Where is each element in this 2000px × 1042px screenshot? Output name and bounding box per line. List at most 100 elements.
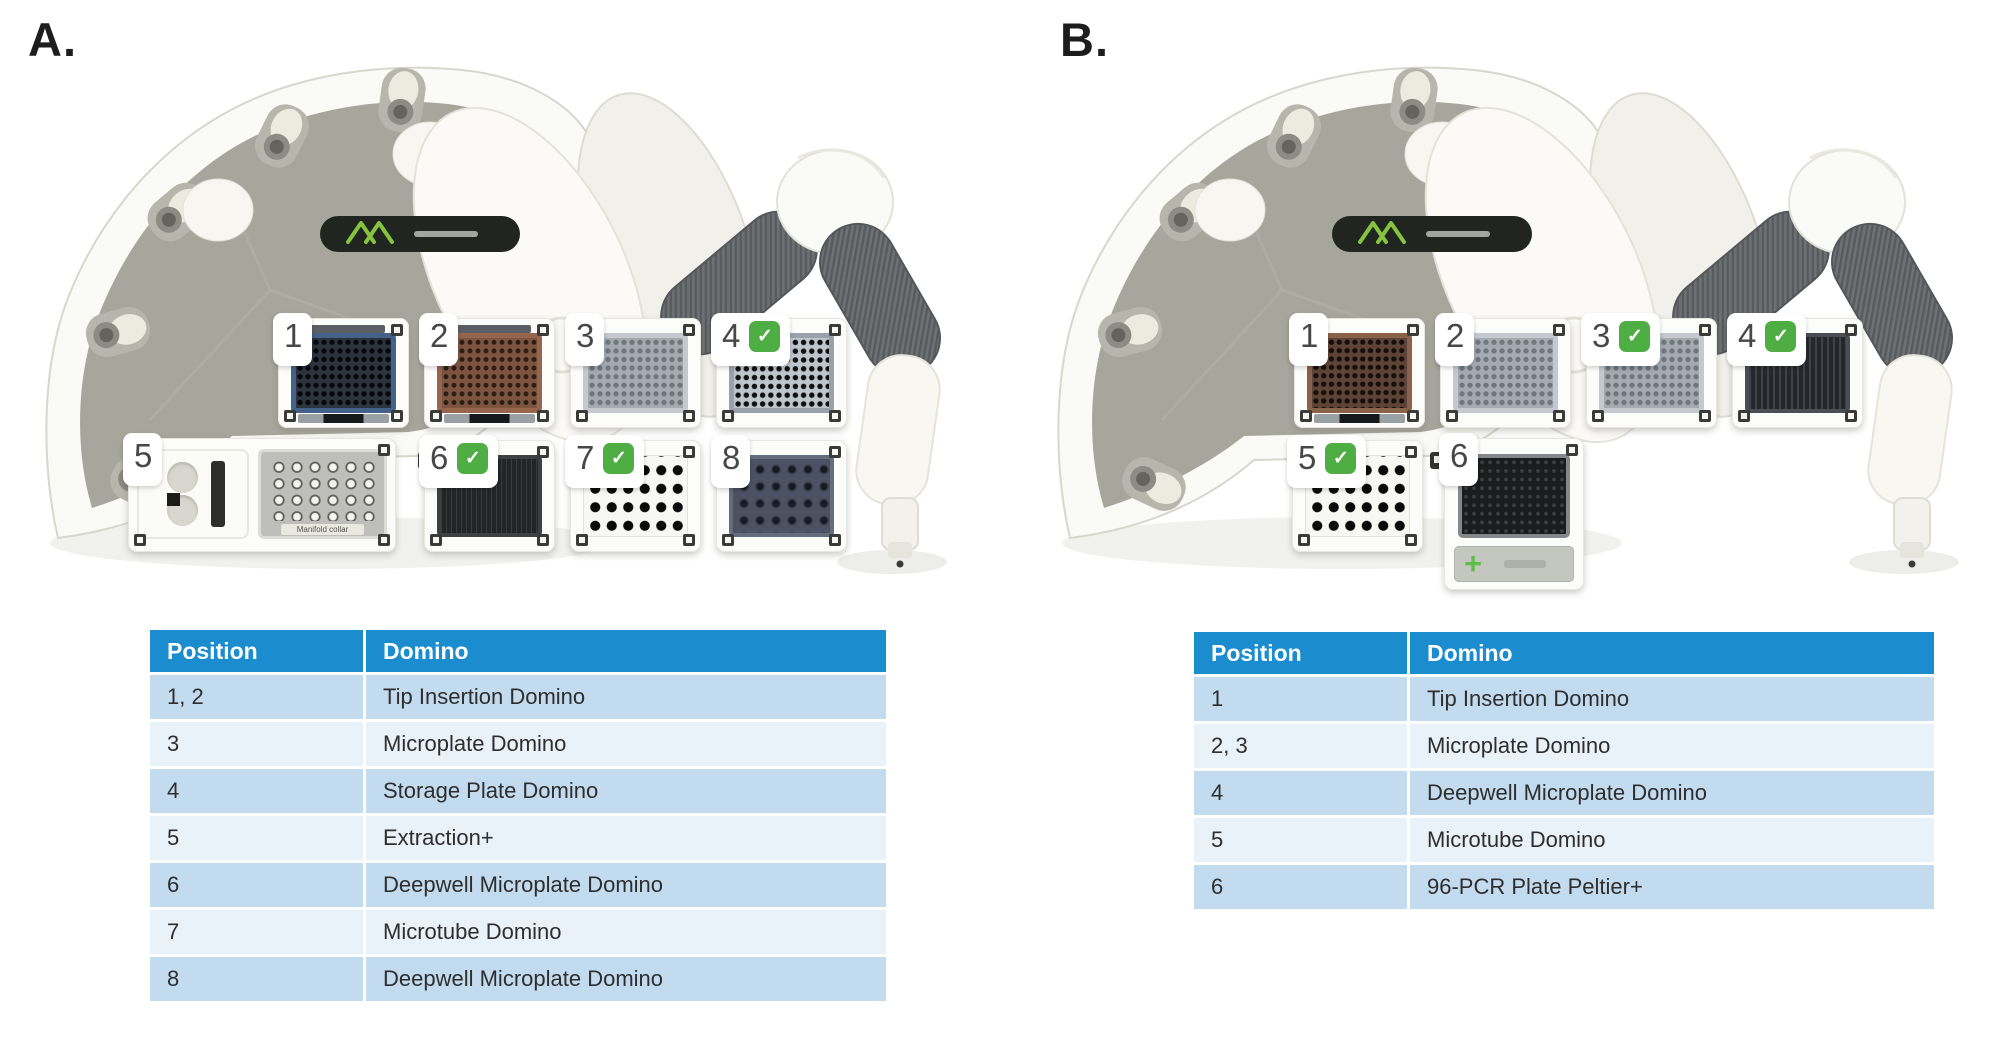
table-row: 1, 2 Tip Insertion Domino: [150, 675, 886, 719]
cell-domino: Deepwell Microplate Domino: [366, 863, 886, 907]
fiducial-icon: [1566, 444, 1578, 456]
table-row: 6 Deepwell Microplate Domino: [150, 863, 886, 907]
position-number: 5: [134, 437, 153, 474]
clamp-bar: [298, 414, 389, 423]
check-icon: ✓: [1325, 443, 1357, 474]
cell-position: 6: [1194, 865, 1407, 909]
fiducial-icon: [391, 410, 403, 422]
domino-tile-a3: 3: [565, 313, 701, 428]
fiducial-icon: [378, 534, 390, 546]
fiducial-icon: [1405, 446, 1417, 458]
check-icon: ✓: [749, 321, 781, 352]
position-tab: 5: [123, 433, 163, 486]
cell-domino: Microtube Domino: [366, 910, 886, 954]
domino-tile-b6-peltier: + 6: [1439, 433, 1584, 590]
plus-icon: +: [1464, 546, 1483, 581]
fiducial-icon: [134, 534, 146, 546]
table-row: 8 Deepwell Microplate Domino: [150, 957, 886, 1001]
fiducial-icon: [1407, 410, 1419, 422]
cell-position: 1: [1194, 677, 1407, 721]
table-header-row: Position Domino: [1194, 632, 1934, 674]
position-number: 1: [1300, 317, 1319, 354]
position-number: 4: [1738, 317, 1757, 354]
position-number: 3: [1592, 317, 1611, 354]
position-tab: 1: [1289, 313, 1329, 366]
fiducial-icon: [576, 534, 588, 546]
cell-domino: Microplate Domino: [366, 722, 886, 766]
fiducial-icon: [430, 534, 442, 546]
header-position: Position: [150, 630, 363, 672]
position-tab: 4 ✓: [1727, 313, 1807, 366]
check-icon: ✓: [603, 443, 635, 474]
label-strip: [1504, 560, 1546, 568]
label-strip: [211, 461, 225, 527]
fiducial-icon: [537, 324, 549, 336]
fiducial-icon: [284, 410, 296, 422]
cell-domino: Storage Plate Domino: [366, 769, 886, 813]
check-icon: ✓: [457, 443, 489, 474]
manifold-caption: Manifold collar: [280, 524, 365, 535]
table-row: 4 Deepwell Microplate Domino: [1194, 771, 1934, 815]
table-row: 1 Tip Insertion Domino: [1194, 677, 1934, 721]
cell-domino: Extraction+: [366, 816, 886, 860]
cell-position: 7: [150, 910, 363, 954]
clamp-bar: [444, 414, 535, 423]
cell-position: 6: [150, 863, 363, 907]
domino-tile-b2: 2: [1435, 313, 1571, 428]
fiducial-icon: [829, 534, 841, 546]
fiducial-icon: [683, 410, 695, 422]
fiducial-icon: [683, 324, 695, 336]
domino-tile-a5-extraction: Manifold collar 5: [123, 433, 396, 552]
fiducial-icon: [722, 410, 734, 422]
header-domino: Domino: [1410, 632, 1934, 674]
cell-domino: Microplate Domino: [1410, 724, 1934, 768]
table-row: 7 Microtube Domino: [150, 910, 886, 954]
table-b: Position Domino 1 Tip Insertion Domino 2…: [1194, 632, 1934, 909]
check-icon: ✓: [1619, 321, 1651, 352]
position-number: 4: [722, 317, 741, 354]
cell-domino: Deepwell Microplate Domino: [366, 957, 886, 1001]
position-number: 8: [722, 439, 741, 476]
cell-position: 3: [150, 722, 363, 766]
position-tab: 6 ✓: [419, 435, 499, 488]
fiducial-icon: [1405, 534, 1417, 546]
position-tab: 3 ✓: [1581, 313, 1661, 366]
domino-tile-a4: 4 ✓: [711, 313, 847, 428]
position-tab: 6: [1439, 433, 1479, 486]
cell-position: 2, 3: [1194, 724, 1407, 768]
position-tab: 3: [565, 313, 605, 366]
position-number: 3: [576, 317, 595, 354]
table-row: 4 Storage Plate Domino: [150, 769, 886, 813]
fiducial-icon: [683, 534, 695, 546]
fiducial-icon: [1553, 324, 1565, 336]
chip: [167, 493, 180, 506]
fiducial-icon: [1298, 534, 1310, 546]
fiducial-icon: [1699, 410, 1711, 422]
fiducial-icon: [537, 534, 549, 546]
cell-domino: Deepwell Microplate Domino: [1410, 771, 1934, 815]
table-row: 6 96-PCR Plate Peltier+: [1194, 865, 1934, 909]
position-tab: 4 ✓: [711, 313, 791, 366]
fiducial-icon: [1845, 324, 1857, 336]
fiducial-icon: [537, 410, 549, 422]
check-icon: ✓: [1765, 321, 1797, 352]
domino-tile-b3: 3 ✓: [1581, 313, 1717, 428]
domino-tile-a7: 7 ✓: [565, 435, 701, 552]
cell-position: 4: [150, 769, 363, 813]
fiducial-icon: [1300, 410, 1312, 422]
table-row: 2, 3 Microplate Domino: [1194, 724, 1934, 768]
cell-position: 5: [150, 816, 363, 860]
position-tab: 2: [419, 313, 459, 366]
fiducial-icon: [829, 324, 841, 336]
cell-domino: Tip Insertion Domino: [366, 675, 886, 719]
cell-domino: 96-PCR Plate Peltier+: [1410, 865, 1934, 909]
knob: [167, 462, 198, 493]
fiducial-icon: [1553, 410, 1565, 422]
microplate: [583, 333, 688, 413]
cell-domino: Microtube Domino: [1410, 818, 1934, 862]
cell-position: 5: [1194, 818, 1407, 862]
domino-tile-a8: 8: [711, 435, 847, 552]
clamp-bar: [1314, 414, 1405, 423]
fiducial-icon: [829, 410, 841, 422]
